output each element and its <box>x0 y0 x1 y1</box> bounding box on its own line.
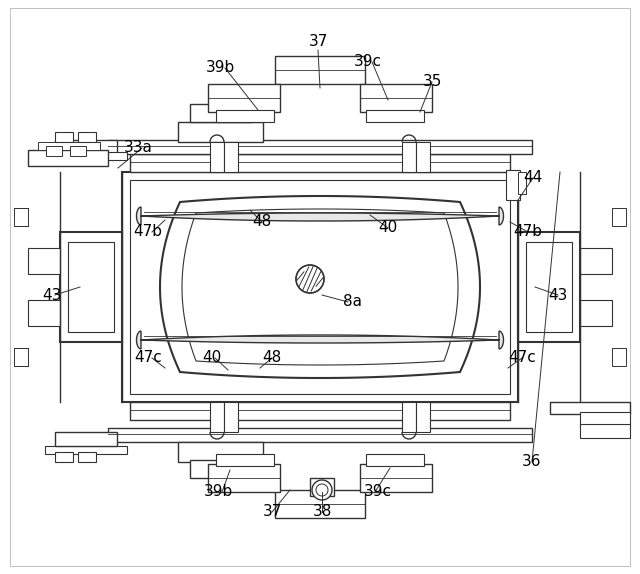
Text: 40: 40 <box>202 351 221 366</box>
Bar <box>224 142 238 172</box>
Bar <box>190 104 252 122</box>
Bar <box>45 152 127 160</box>
Text: 47b: 47b <box>134 224 163 239</box>
Polygon shape <box>136 207 504 225</box>
Polygon shape <box>136 331 504 349</box>
Bar <box>224 402 238 432</box>
Polygon shape <box>182 209 458 365</box>
Text: 48: 48 <box>262 351 282 366</box>
Text: 39b: 39b <box>204 484 232 499</box>
Text: 39b: 39b <box>205 60 235 76</box>
Bar <box>78 452 96 462</box>
Text: 38: 38 <box>312 505 332 519</box>
Bar <box>366 454 424 466</box>
Circle shape <box>316 484 328 496</box>
Text: 39c: 39c <box>364 484 392 499</box>
Bar <box>210 142 224 172</box>
Text: 33a: 33a <box>124 141 152 156</box>
Bar <box>45 446 127 454</box>
Bar <box>190 460 252 478</box>
Bar <box>360 84 432 112</box>
Text: 47b: 47b <box>513 224 543 239</box>
Circle shape <box>296 265 324 293</box>
Bar <box>130 154 510 172</box>
Bar <box>580 412 630 426</box>
Bar <box>78 132 96 142</box>
Text: 43: 43 <box>548 288 568 302</box>
Bar <box>14 348 28 366</box>
Bar <box>416 402 430 432</box>
Bar <box>55 432 117 446</box>
Bar <box>612 348 626 366</box>
Bar <box>130 180 510 394</box>
Bar <box>28 248 60 274</box>
Bar <box>210 402 224 432</box>
Text: 39c: 39c <box>354 55 382 69</box>
Bar <box>178 442 263 462</box>
Bar <box>208 464 280 492</box>
Bar <box>55 132 73 142</box>
Bar <box>28 150 108 166</box>
Bar <box>216 110 274 122</box>
Bar <box>130 402 510 420</box>
Text: 43: 43 <box>42 288 61 302</box>
Text: 8a: 8a <box>342 294 362 309</box>
Bar <box>208 84 280 112</box>
Bar <box>216 454 274 466</box>
Bar <box>275 56 365 84</box>
Bar <box>68 242 114 332</box>
Bar <box>122 172 518 402</box>
Bar <box>612 208 626 226</box>
Bar <box>310 478 334 496</box>
Polygon shape <box>160 196 480 378</box>
Text: 47c: 47c <box>134 351 162 366</box>
Text: 44: 44 <box>524 170 543 185</box>
Bar <box>14 208 28 226</box>
Bar <box>402 142 416 172</box>
Bar <box>108 140 532 154</box>
Bar <box>366 110 424 122</box>
Bar <box>402 402 416 432</box>
Text: 40: 40 <box>378 220 397 235</box>
Text: 47c: 47c <box>508 351 536 366</box>
Bar <box>178 122 263 142</box>
Bar <box>580 248 612 274</box>
Bar <box>55 140 117 154</box>
Text: 35: 35 <box>422 75 442 90</box>
Circle shape <box>312 480 332 500</box>
Bar <box>38 142 100 150</box>
Bar <box>108 428 532 442</box>
Bar <box>580 424 630 438</box>
Text: 36: 36 <box>522 455 541 470</box>
Bar <box>580 300 612 326</box>
Bar <box>506 170 520 200</box>
Bar <box>518 172 526 194</box>
Bar <box>46 146 62 156</box>
Bar <box>550 402 630 414</box>
Bar <box>526 242 572 332</box>
Bar <box>416 142 430 172</box>
Bar <box>518 232 580 342</box>
Text: 37: 37 <box>308 34 328 49</box>
Bar <box>360 464 432 492</box>
Bar <box>275 490 365 518</box>
Bar <box>28 300 60 326</box>
Text: 37: 37 <box>262 505 282 519</box>
Bar <box>60 232 122 342</box>
Text: 48: 48 <box>252 215 271 230</box>
Bar <box>70 146 86 156</box>
Bar <box>55 452 73 462</box>
